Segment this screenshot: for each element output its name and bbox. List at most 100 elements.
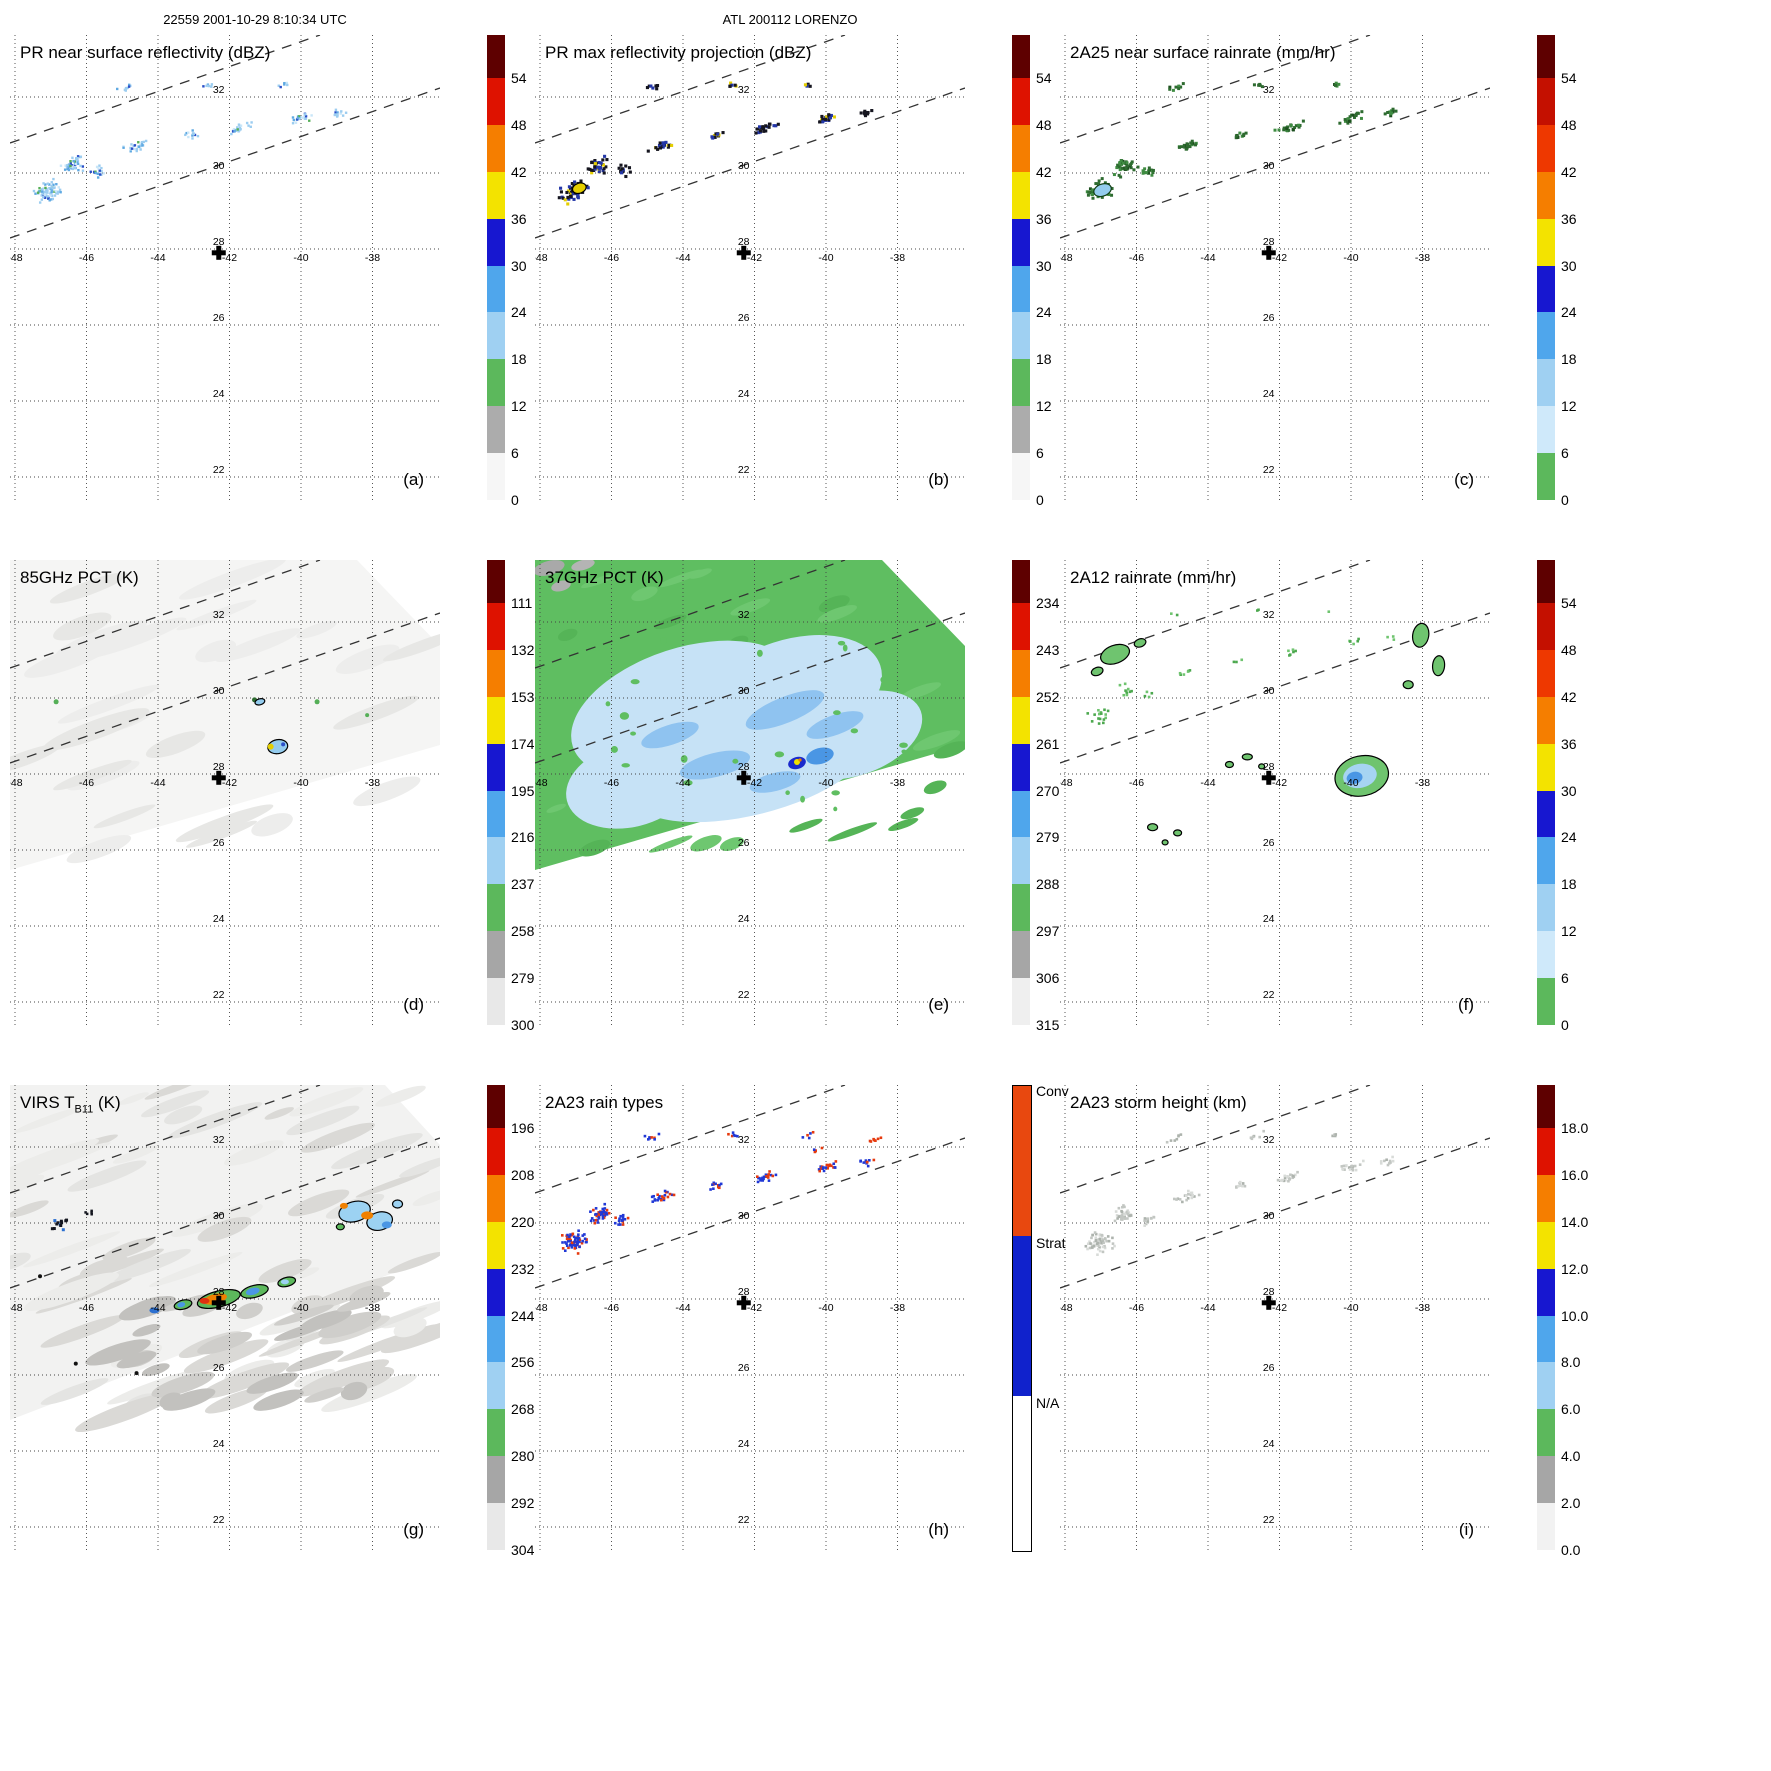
svg-text:30: 30 xyxy=(738,1210,750,1222)
colorbar-tick-label: 54 xyxy=(1036,70,1052,86)
colorbar-tick-label: 256 xyxy=(511,1354,535,1371)
colorbar-tick-label: 315 xyxy=(1036,1017,1060,1033)
colorbar-tick-label: 24 xyxy=(1561,829,1577,846)
colorbar-c xyxy=(1537,35,1555,500)
colorbar-tick-label: 36 xyxy=(511,210,527,227)
svg-text:24: 24 xyxy=(1263,388,1275,400)
colorbar-tick-label: 258 xyxy=(511,923,535,940)
colorbar-segment xyxy=(1012,312,1030,360)
swath-edge-dashed-lines xyxy=(535,35,965,239)
svg-text:26: 26 xyxy=(738,837,750,849)
colorbar-tick-label: 36 xyxy=(1561,210,1577,227)
colorbar-tick-label: 306 xyxy=(1036,970,1060,987)
colorbar-segment xyxy=(1537,1503,1555,1550)
colorbar-tick-label: 48 xyxy=(1561,116,1577,133)
swath-edge-dashed-lines xyxy=(10,560,440,764)
colorbar-segment xyxy=(1012,603,1030,650)
svg-text:24: 24 xyxy=(738,913,750,925)
colorbar-tick-label: 30 xyxy=(1561,782,1577,799)
colorbar-labels-g: 196 208 220 232 244 256 268 280 292 304 xyxy=(511,1085,569,1558)
colorbar-tick-label: 234 xyxy=(1036,595,1060,611)
swath-edge-dashed-lines xyxy=(535,560,965,764)
data-features xyxy=(1084,1129,1395,1257)
colorbar-segment xyxy=(1012,124,1030,172)
colorbar-segment xyxy=(1537,884,1555,932)
svg-text:-38: -38 xyxy=(365,777,380,789)
colorbar-tick-label: Conv xyxy=(1036,1083,1069,1099)
swath-edge-dashed-lines xyxy=(10,1085,440,1289)
colorbar-segment xyxy=(487,78,505,125)
svg-text:-48: -48 xyxy=(535,1302,548,1314)
panel-title-i: 2A23 storm height (km) xyxy=(1070,1093,1247,1112)
colorbar-segment xyxy=(487,978,505,1025)
svg-text:22: 22 xyxy=(213,464,225,476)
colorbar-tick-label: 42 xyxy=(1561,688,1577,705)
data-features xyxy=(32,81,348,204)
colorbar-tick-label: 208 xyxy=(511,1166,535,1183)
colorbar-segment xyxy=(1537,1362,1555,1410)
colorbar-tick-label: 18 xyxy=(1561,876,1577,893)
colorbar-segment xyxy=(487,218,505,266)
colorbar-segment xyxy=(1012,35,1030,78)
colorbar-tick-label: 279 xyxy=(511,970,535,987)
svg-text:-40: -40 xyxy=(1343,252,1358,264)
svg-text:32: 32 xyxy=(1263,84,1275,96)
colorbar-tick-label: 270 xyxy=(1036,782,1060,799)
map-background-field xyxy=(535,560,965,870)
svg-text:22: 22 xyxy=(213,1514,225,1526)
colorbar-tick-label: 18.0 xyxy=(1561,1120,1589,1136)
colorbar-a xyxy=(487,35,505,500)
colorbar-segment xyxy=(1537,78,1555,125)
colorbar-tick-label: 42 xyxy=(1561,163,1577,180)
svg-text:-48: -48 xyxy=(1060,252,1073,264)
panel-title-d: 85GHz PCT (K) xyxy=(20,568,139,587)
svg-text:26: 26 xyxy=(213,312,225,324)
colorbar-segment xyxy=(1537,560,1555,603)
colorbar-tick-label: 10.0 xyxy=(1561,1307,1589,1324)
storm-center-cross xyxy=(736,1295,751,1310)
storm-name-header: ATL 200112 LORENZO xyxy=(722,12,858,27)
panel-letter-a: (a) xyxy=(403,470,424,489)
lat-lon-gridlines xyxy=(10,560,440,1025)
svg-text:-38: -38 xyxy=(365,252,380,264)
svg-text:-44: -44 xyxy=(150,252,165,264)
colorbar-tick-label: 24 xyxy=(511,304,527,321)
data-features xyxy=(557,81,874,206)
svg-text:32: 32 xyxy=(213,84,225,96)
colorbar-segment xyxy=(1537,603,1555,650)
swath-edge-dashed-lines xyxy=(1060,35,1490,239)
svg-text:28: 28 xyxy=(1263,1286,1275,1298)
colorbar-segment xyxy=(1537,743,1555,791)
colorbar-segment xyxy=(487,359,505,407)
colorbar-segment xyxy=(1012,931,1030,979)
svg-text:-44: -44 xyxy=(675,1302,690,1314)
svg-text:24: 24 xyxy=(738,1438,750,1450)
svg-text:32: 32 xyxy=(213,1134,225,1146)
colorbar-segment xyxy=(1537,406,1555,454)
svg-text:-46: -46 xyxy=(79,252,94,264)
colorbar-segment xyxy=(1012,78,1030,125)
panel-letter-b: (b) xyxy=(928,470,949,489)
colorbar-segment xyxy=(1013,1396,1031,1551)
colorbar-tick-label: 24 xyxy=(1036,304,1052,321)
colorbar-tick-label: 0 xyxy=(1036,492,1044,508)
colorbar-segment xyxy=(487,837,505,885)
colorbar-labels-b: 54 48 42 36 30 24 18 12 6 0 xyxy=(1036,35,1094,508)
svg-text:-44: -44 xyxy=(1200,252,1215,264)
colorbar-tick-label: 30 xyxy=(511,257,527,274)
colorbar-segment xyxy=(1012,560,1030,603)
storm-center-cross xyxy=(1261,245,1276,260)
svg-text:32: 32 xyxy=(738,84,750,96)
swath-edge-dashed-lines xyxy=(10,35,440,239)
svg-text:22: 22 xyxy=(738,464,750,476)
svg-text:-46: -46 xyxy=(1129,252,1144,264)
